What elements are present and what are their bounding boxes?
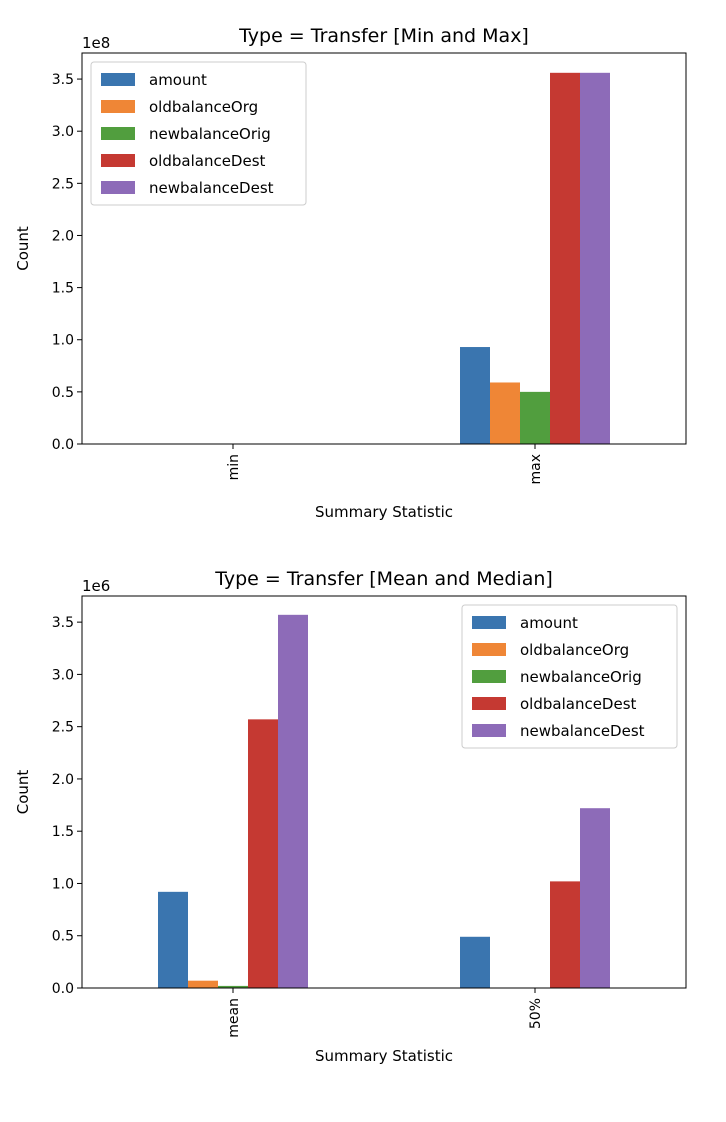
y-tick-label: 1.0 bbox=[52, 333, 74, 349]
legend-label-oldbalanceDest: oldbalanceDest bbox=[149, 152, 266, 170]
bar-oldbalanceDest-50% bbox=[550, 881, 580, 988]
legend-label-oldbalanceOrg: oldbalanceOrg bbox=[149, 98, 258, 116]
axis-offset-label: 1e6 bbox=[82, 577, 110, 595]
axes-frame bbox=[81, 595, 687, 989]
y-axis-label: Count bbox=[14, 226, 32, 271]
bar-amount-max bbox=[460, 347, 490, 444]
axes-frame bbox=[81, 52, 687, 445]
y-tick-label: 1.5 bbox=[52, 824, 74, 840]
y-axis-label: Count bbox=[14, 770, 32, 815]
bar-newbalanceOrig-max bbox=[520, 391, 550, 444]
legend-swatch-amount bbox=[472, 616, 506, 629]
y-tick-label: 0.0 bbox=[52, 981, 74, 997]
bar-newbalanceDest-50% bbox=[580, 808, 610, 988]
bar-newbalanceDest-max bbox=[580, 72, 610, 444]
y-tick-label: 3.0 bbox=[52, 124, 74, 140]
legend-label-newbalanceDest: newbalanceDest bbox=[149, 179, 274, 197]
bar-oldbalanceDest-mean bbox=[248, 719, 278, 988]
legend: amount oldbalanceOrg newbalanceOrig oldbala… bbox=[461, 604, 678, 749]
legend-frame bbox=[461, 604, 678, 749]
legend-swatch-newbalanceOrig bbox=[472, 670, 506, 683]
x-tick-label: 50% bbox=[528, 998, 544, 1029]
x-axis-label: Summary Statistic bbox=[315, 1047, 453, 1065]
bar-amount-mean bbox=[158, 891, 188, 988]
bar-oldbalanceDest-max bbox=[550, 72, 580, 444]
legend-swatch-oldbalanceOrg bbox=[101, 100, 135, 113]
legend-swatch-newbalanceDest bbox=[101, 181, 135, 194]
legend-swatch-oldbalanceOrg bbox=[472, 643, 506, 656]
legend-label-newbalanceDest: newbalanceDest bbox=[520, 722, 645, 740]
legend-swatch-oldbalanceDest bbox=[472, 697, 506, 710]
legend-label-amount: amount bbox=[149, 71, 207, 89]
bar-newbalanceDest-mean bbox=[278, 614, 308, 988]
bar-amount-50% bbox=[460, 936, 490, 988]
chart-title: Type = Transfer [Mean and Median] bbox=[214, 568, 553, 590]
bar-oldbalanceOrg-mean bbox=[188, 980, 218, 988]
legend: amount oldbalanceOrg newbalanceOrig oldbala… bbox=[90, 61, 307, 206]
chart-title: Type = Transfer [Min and Max] bbox=[238, 25, 529, 47]
legend-swatch-amount bbox=[101, 73, 135, 86]
x-tick-label: max bbox=[528, 454, 544, 485]
y-tick-label: 3.5 bbox=[52, 615, 74, 631]
legend-label-oldbalanceOrg: oldbalanceOrg bbox=[520, 641, 629, 659]
x-axis-label: Summary Statistic bbox=[315, 503, 453, 521]
legend-label-oldbalanceDest: oldbalanceDest bbox=[520, 695, 637, 713]
y-tick-label: 0.5 bbox=[52, 385, 74, 401]
legend-swatch-newbalanceOrig bbox=[101, 127, 135, 140]
legend-frame bbox=[90, 61, 307, 206]
y-tick-label: 2.0 bbox=[52, 772, 74, 788]
chart-2: Type = Transfer [Mean and Median] 1e6 0.0 0… bbox=[14, 568, 687, 1065]
bar-newbalanceOrig-mean bbox=[218, 985, 248, 988]
y-tick-label: 2.0 bbox=[52, 228, 74, 244]
legend-swatch-newbalanceDest bbox=[472, 724, 506, 737]
y-tick-label: 1.0 bbox=[52, 876, 74, 892]
legend-label-newbalanceOrig: newbalanceOrig bbox=[149, 125, 271, 143]
bar-oldbalanceOrg-max bbox=[490, 382, 520, 444]
y-tick-label: 1.5 bbox=[52, 281, 74, 297]
chart-1: Type = Transfer [Min and Max] 1e8 0.0 0.5 1.… bbox=[14, 25, 687, 521]
x-tick-label: mean bbox=[226, 998, 242, 1038]
axis-offset-label: 1e8 bbox=[82, 34, 110, 52]
y-tick-label: 2.5 bbox=[52, 176, 74, 192]
y-tick-label: 0.5 bbox=[52, 929, 74, 945]
y-tick-label: 3.0 bbox=[52, 667, 74, 683]
legend-label-amount: amount bbox=[520, 614, 578, 632]
y-tick-label: 3.5 bbox=[52, 72, 74, 88]
legend-swatch-oldbalanceDest bbox=[101, 154, 135, 167]
y-tick-label: 2.5 bbox=[52, 720, 74, 736]
x-tick-label: min bbox=[226, 454, 242, 480]
y-tick-label: 0.0 bbox=[52, 437, 74, 453]
legend-label-newbalanceOrig: newbalanceOrig bbox=[520, 668, 642, 686]
